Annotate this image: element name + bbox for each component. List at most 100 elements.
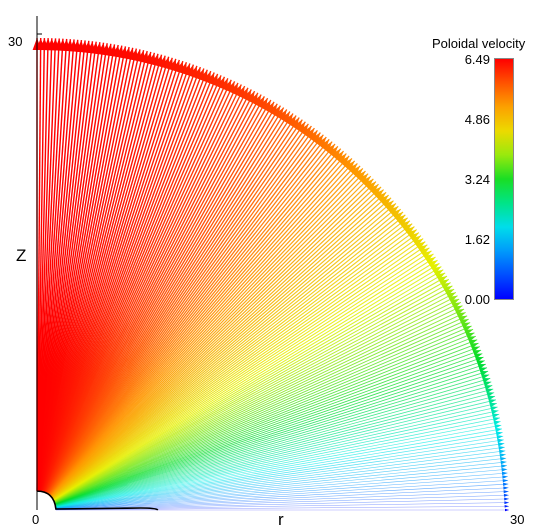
vector-arrowhead bbox=[325, 143, 335, 155]
vector-arrowhead bbox=[504, 504, 509, 508]
vector-arrowhead bbox=[501, 464, 507, 468]
vector-ray bbox=[55, 406, 498, 507]
vector-ray bbox=[51, 214, 406, 499]
vector-arrowhead bbox=[395, 214, 406, 224]
vector-ray bbox=[54, 342, 479, 504]
vector-arrowhead bbox=[339, 155, 350, 167]
vector-ray bbox=[53, 282, 451, 502]
vector-ray bbox=[55, 472, 508, 509]
vector-ray bbox=[52, 235, 422, 500]
vector-ray bbox=[55, 506, 509, 511]
vector-arrowhead bbox=[352, 168, 363, 179]
vector-ray bbox=[36, 38, 49, 492]
vector-ray bbox=[37, 39, 72, 492]
vector-arrowhead bbox=[289, 117, 300, 130]
vector-ray bbox=[45, 94, 262, 494]
vector-arrowhead bbox=[499, 449, 506, 454]
vector-arrowhead bbox=[373, 189, 384, 200]
vector-arrowhead bbox=[406, 229, 417, 239]
vector-ray bbox=[50, 178, 374, 498]
vector-arrowhead bbox=[495, 427, 502, 433]
vector-arrowhead bbox=[478, 367, 488, 373]
vector-ray bbox=[37, 39, 75, 492]
vector-arrowhead bbox=[500, 456, 507, 461]
vector-arrowhead bbox=[409, 232, 419, 242]
vector-ray bbox=[49, 168, 364, 497]
vector-arrowhead bbox=[503, 493, 509, 497]
vector-arrowhead bbox=[388, 206, 399, 216]
vector-ray bbox=[46, 105, 282, 495]
vector-ray bbox=[37, 38, 68, 492]
vector-ray bbox=[51, 226, 415, 500]
vector-ray bbox=[55, 461, 507, 509]
vector-arrowhead bbox=[498, 445, 505, 451]
vector-arrowhead bbox=[381, 197, 392, 208]
vector-ray bbox=[55, 465, 507, 509]
vector-ray bbox=[53, 298, 460, 503]
x-tick-label-30: 30 bbox=[510, 512, 525, 527]
boundary-contour bbox=[36, 490, 159, 511]
vector-ray bbox=[51, 205, 399, 499]
vector-arrowhead bbox=[468, 339, 478, 346]
vector-arrowhead bbox=[286, 115, 297, 128]
vector-ray bbox=[40, 50, 145, 492]
vector-ray bbox=[53, 275, 448, 502]
vector-ray bbox=[39, 45, 123, 492]
vector-ray bbox=[51, 211, 404, 499]
vector-ray bbox=[50, 189, 385, 498]
vector-arrowhead bbox=[499, 453, 506, 458]
vector-ray bbox=[48, 153, 347, 497]
vector-ray bbox=[38, 40, 86, 492]
vector-ray bbox=[55, 476, 508, 509]
vector-ray bbox=[55, 468, 508, 509]
vector-ray bbox=[55, 395, 496, 506]
vector-ray bbox=[42, 63, 191, 493]
vector-ray bbox=[50, 203, 397, 499]
vector-ray bbox=[45, 96, 265, 494]
vector-ray bbox=[48, 145, 339, 496]
vector-ray bbox=[55, 421, 501, 507]
colorbar-tick-4: 1.62 bbox=[464, 232, 490, 247]
vector-arrowhead bbox=[490, 406, 498, 411]
vector-ray bbox=[46, 117, 300, 495]
vector-ray bbox=[42, 60, 184, 493]
vector-ray bbox=[55, 457, 507, 509]
vector-ray bbox=[55, 381, 492, 506]
vector-ray bbox=[42, 66, 202, 493]
vector-ray bbox=[41, 53, 159, 492]
vector-ray bbox=[55, 428, 503, 508]
vector-arrowhead bbox=[363, 178, 374, 189]
vector-ray bbox=[54, 370, 489, 505]
vector-ray bbox=[41, 56, 170, 493]
colorbar bbox=[494, 58, 514, 300]
colorbar-tick-3: 3.24 bbox=[464, 172, 490, 187]
vector-arrowhead bbox=[486, 392, 495, 397]
vector-arrowhead bbox=[497, 442, 505, 447]
velocity-vectors bbox=[32, 38, 509, 512]
vector-arrowhead bbox=[330, 148, 341, 160]
vector-ray bbox=[50, 197, 392, 498]
vector-arrowhead bbox=[376, 192, 387, 202]
vector-ray bbox=[51, 232, 420, 500]
vector-arrowhead bbox=[358, 173, 369, 184]
vector-ray bbox=[48, 138, 330, 496]
vector-arrowhead bbox=[465, 332, 475, 339]
vector-ray bbox=[44, 79, 232, 494]
vector-ray bbox=[49, 173, 369, 497]
vector-ray bbox=[45, 99, 272, 494]
vector-ray bbox=[55, 494, 509, 510]
vector-ray bbox=[54, 332, 475, 504]
vector-arrowhead bbox=[473, 353, 483, 359]
vector-arrowhead bbox=[371, 186, 382, 197]
vector-ray bbox=[54, 315, 468, 503]
vector-ray bbox=[49, 157, 353, 497]
vector-ray bbox=[52, 244, 428, 500]
vector-arrowhead bbox=[504, 501, 509, 505]
vector-ray bbox=[41, 58, 177, 493]
vector-arrowhead bbox=[301, 125, 312, 138]
vector-ray bbox=[39, 46, 130, 492]
vector-arrowhead bbox=[494, 424, 502, 429]
vector-ray bbox=[42, 65, 198, 493]
vector-ray bbox=[43, 75, 222, 493]
vector-ray bbox=[55, 491, 509, 510]
